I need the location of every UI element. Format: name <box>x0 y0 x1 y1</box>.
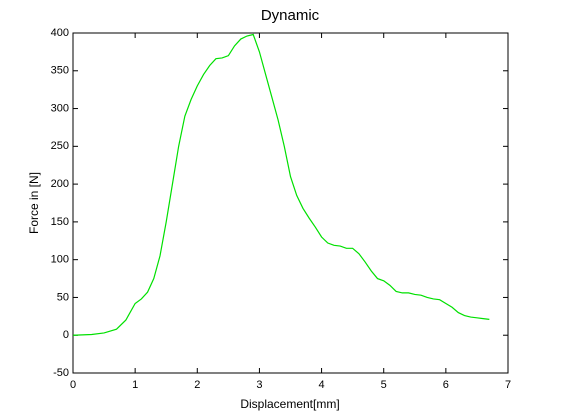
y-tick-label: 150 <box>51 216 69 228</box>
y-tick-label: 350 <box>51 65 69 77</box>
x-axis-label: Displacement[mm] <box>240 397 339 411</box>
x-tick-label: 1 <box>132 379 138 391</box>
plot-box <box>72 32 509 374</box>
y-tick-label: 400 <box>51 27 69 39</box>
x-tick-label: 0 <box>70 379 76 391</box>
y-tick-label: 300 <box>51 102 69 114</box>
y-tick-label: 100 <box>51 254 69 266</box>
y-tick-label: 0 <box>63 329 69 341</box>
x-tick-label: 4 <box>319 379 325 391</box>
y-tick-label: 200 <box>51 178 69 190</box>
y-tick-label: 50 <box>57 291 69 303</box>
y-tick-label: -50 <box>53 367 69 379</box>
x-tick-label: 2 <box>194 379 200 391</box>
y-tick-label: 250 <box>51 140 69 152</box>
chart-title: Dynamic <box>261 7 320 24</box>
x-tick-label: 7 <box>505 379 511 391</box>
x-tick-label: 3 <box>256 379 262 391</box>
y-axis-label: Force in [N] <box>27 172 41 234</box>
data-line <box>72 33 490 336</box>
x-tick-label: 6 <box>443 379 449 391</box>
x-tick-label: 5 <box>381 379 387 391</box>
